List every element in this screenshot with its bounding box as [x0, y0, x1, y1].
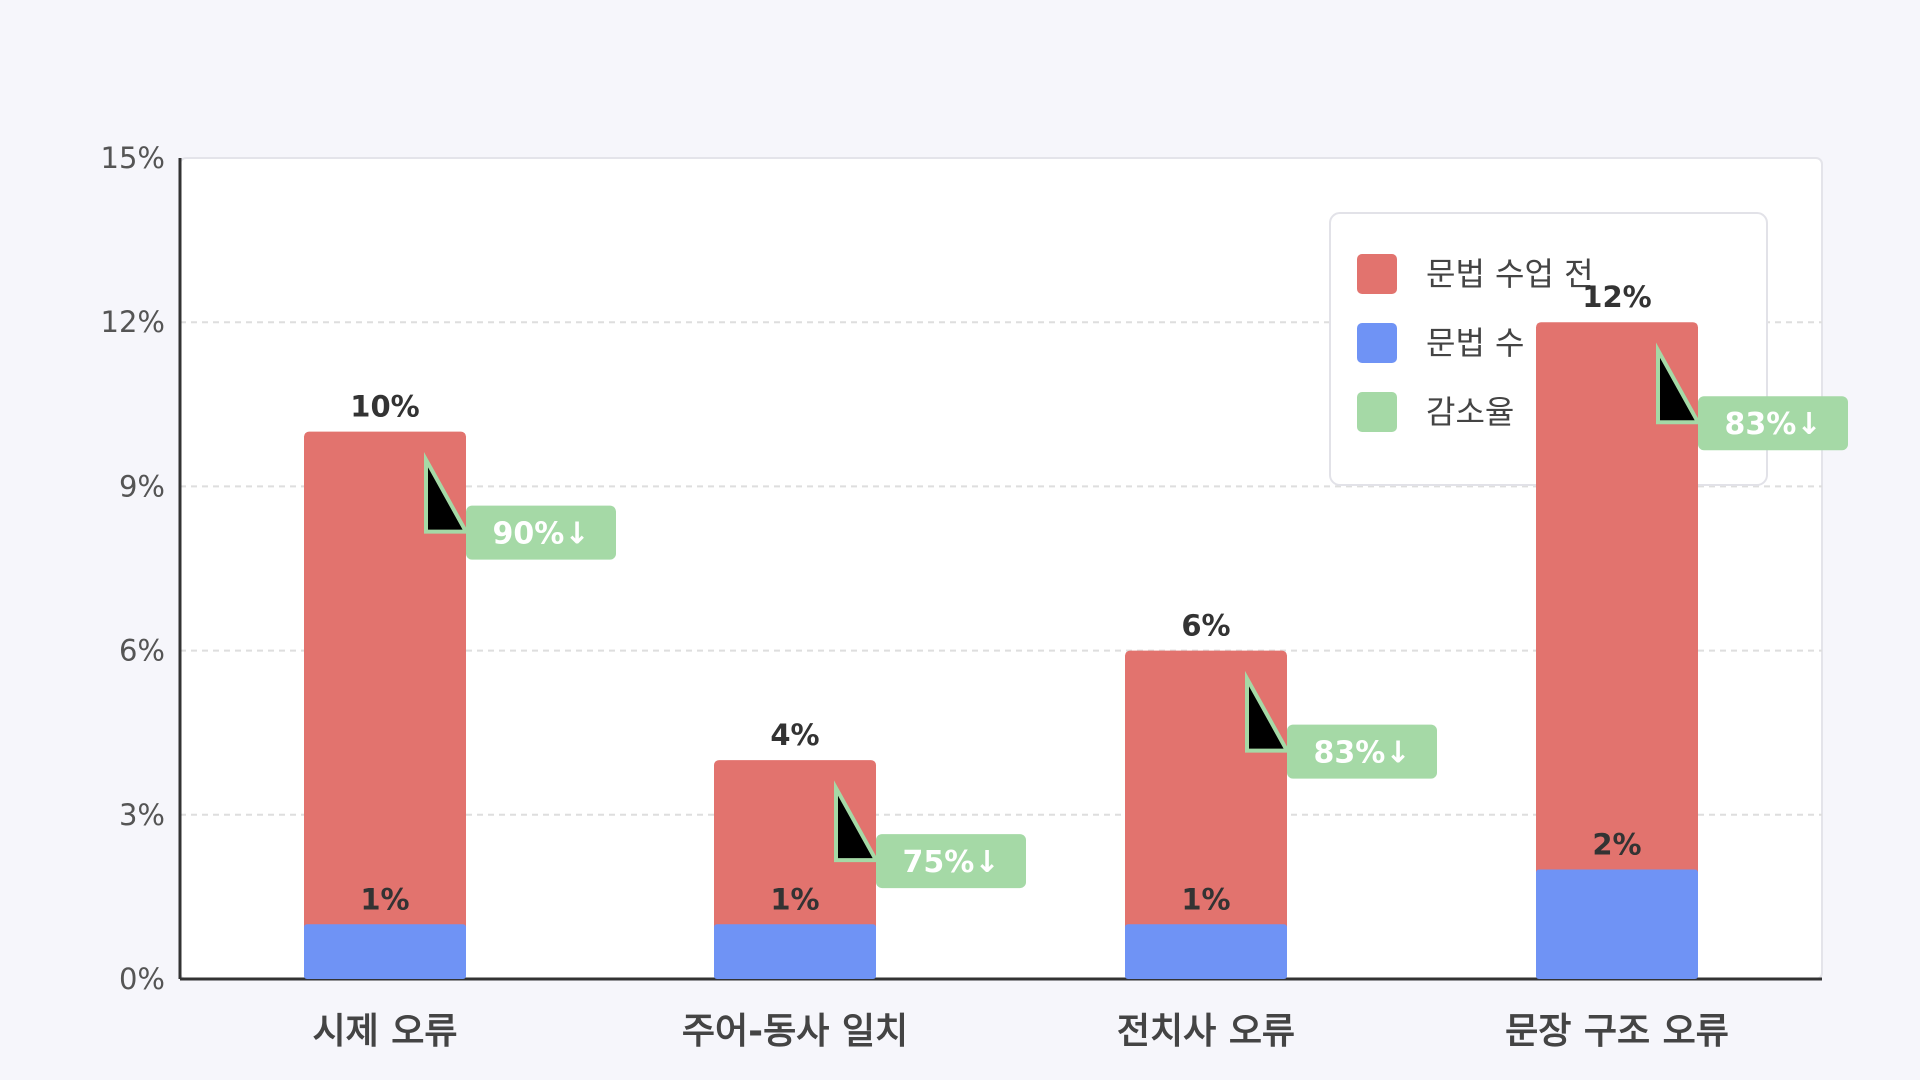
- reduction-label: 90%↓: [493, 517, 590, 552]
- reduction-arrow-icon: [834, 780, 880, 863]
- bar-before: [304, 431, 466, 980]
- bars: 1% 90%↓ 1% 75%↓ 1% 83%↓: [304, 431, 1437, 980]
- legend-swatch: [1357, 254, 1397, 294]
- bar-overlay: 2% 83%↓: [1536, 322, 1848, 979]
- value-label-before: 4%: [770, 718, 819, 752]
- reduction-arrow-icon: [1656, 342, 1702, 425]
- value-label-after: 1%: [770, 882, 819, 916]
- reduction-badge: [876, 834, 1026, 889]
- reduction-label: 83%↓: [1314, 736, 1411, 771]
- reduction-label: 75%↓: [903, 845, 1000, 880]
- value-label-before: 10%: [350, 390, 419, 424]
- y-tick-label: 3%: [119, 798, 165, 832]
- reduction-label: 83%↓: [1725, 407, 1822, 442]
- y-tick-label: 12%: [101, 305, 165, 339]
- reduction-badge: [466, 505, 616, 560]
- legend-swatch: [1357, 323, 1397, 363]
- y-tick-label: 15%: [101, 141, 165, 175]
- reduction-badge: [1287, 724, 1437, 779]
- y-tick-label: 9%: [119, 469, 165, 503]
- value-labels-top: 10% 4% 6% 12%: [350, 280, 1651, 752]
- bar-before: [1536, 322, 1698, 979]
- bar-after: [1125, 924, 1287, 979]
- axes: 0% 3% 6% 9% 12% 15% 시제 오류 주어-동사 일치 전치사 오류 문장 구조 오…: [101, 141, 1822, 1052]
- value-label-before: 12%: [1582, 280, 1651, 314]
- value-label-after: 1%: [360, 882, 409, 916]
- legend-label: 문법 수: [1426, 324, 1525, 362]
- value-label-after: 1%: [1181, 882, 1230, 916]
- bar-after: [1536, 869, 1698, 979]
- x-category-label: 시제 오류: [312, 1011, 457, 1052]
- value-label-after: 2%: [1592, 828, 1641, 862]
- x-category-label: 전치사 오류: [1117, 1011, 1295, 1052]
- value-label-before: 6%: [1181, 609, 1230, 643]
- reduction-badge: [1698, 396, 1848, 451]
- x-category-label: 주어-동사 일치: [682, 1011, 908, 1052]
- bar-after: [304, 924, 466, 979]
- reduction-arrow-icon: [1245, 670, 1291, 753]
- legend-label: 문법 수업 전: [1426, 255, 1594, 293]
- y-tick-label: 6%: [119, 634, 165, 668]
- legend-swatch: [1357, 392, 1397, 432]
- y-tick-label: 0%: [119, 962, 165, 996]
- bar-after: [714, 924, 876, 979]
- x-category-label: 문장 구조 오류: [1505, 1011, 1729, 1052]
- reduction-arrow-icon: [424, 451, 470, 534]
- legend-label: 감소율: [1426, 393, 1514, 431]
